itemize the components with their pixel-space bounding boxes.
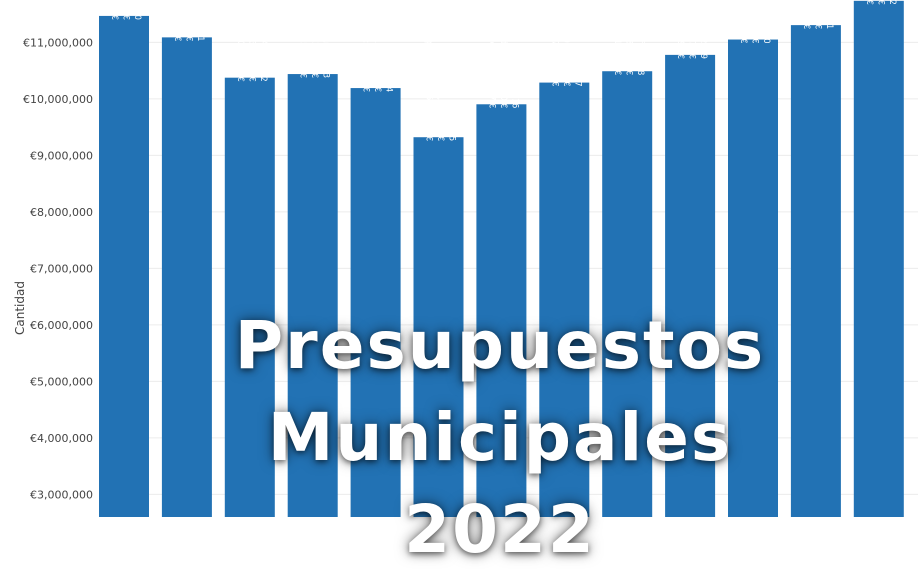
bar-group[interactable]: Año: 2011Cantidad: 11,088,662 €Coste por… xyxy=(161,0,212,517)
y-tick-label: €11,000,000 xyxy=(23,36,93,49)
bar-data-label: Año: 2013 xyxy=(321,37,331,79)
bar-data-label: Cantidad: 10,489,370 € xyxy=(624,0,634,75)
bar-2021[interactable] xyxy=(790,25,841,517)
bar-data-label: Coste por persona: 854,5863 € xyxy=(801,0,811,29)
y-tick-label: €4,000,000 xyxy=(30,432,93,445)
bar-data-label: Año: 2020 xyxy=(761,2,771,44)
bar-data-label: Cantidad: 10,439,330 € xyxy=(309,0,319,78)
bar-data-label: Coste por persona: 700,0776 € xyxy=(235,0,245,82)
bar-group[interactable]: Año: 2010Cantidad: 11,468,167 €Coste por… xyxy=(99,0,149,517)
bar-data-label: Coste por persona: 747,5370 € xyxy=(549,0,559,87)
y-tick-label: €3,000,000 xyxy=(30,488,93,501)
bar-group[interactable]: Año: 2022Cantidad: 11,735,500 €Coste por… xyxy=(853,0,904,517)
bar-data-label: Año: 2021 xyxy=(824,0,834,29)
bar-2015[interactable] xyxy=(413,137,464,517)
bar-data-label: Coste por persona: 708,3727 € xyxy=(361,0,371,92)
bar-data-label: Año: 2014 xyxy=(384,51,394,93)
bar-data-label: Cantidad: 11,305,322 € xyxy=(812,0,822,29)
bar-data-label: Coste por persona: 659,8824 € xyxy=(424,15,434,141)
bar-2011[interactable] xyxy=(161,37,212,517)
y-tick-label: €5,000,000 xyxy=(30,375,93,388)
y-axis-label: Cantidad xyxy=(13,281,27,335)
y-axis-ticks: €3,000,000 €4,000,000 €5,000,000 €6,000,000… xyxy=(23,36,93,501)
bar-data-label: Año: 2011 xyxy=(195,0,205,41)
bar-data-label: Año: 2017 xyxy=(572,45,582,87)
bar-2019[interactable] xyxy=(665,54,716,517)
bar-data-label: Cantidad: 9,321,499 € xyxy=(435,51,445,142)
bar-2018[interactable] xyxy=(602,71,653,517)
bar-data-label: Coste por persona: 887,1041 € xyxy=(864,0,874,5)
bar-data-label: Cantidad: 11,468,167 € xyxy=(121,0,131,20)
y-tick-label: €7,000,000 xyxy=(30,262,93,275)
y-tick-label: €10,000,000 xyxy=(23,93,93,106)
bar-data-label: Coste por persona: 740,6267 € xyxy=(172,0,182,41)
bar-data-label: Año: 2022 xyxy=(887,0,897,5)
bar-data-label: Cantidad: 10,191,358 € xyxy=(372,0,382,92)
bar-2010[interactable] xyxy=(99,15,149,517)
y-tick-label: €6,000,000 xyxy=(30,319,93,332)
bars: Año: 2010Cantidad: 11,468,167 €Coste por… xyxy=(99,0,904,517)
bar-2014[interactable] xyxy=(350,88,401,517)
bar-2016[interactable] xyxy=(476,104,527,517)
bar-data-label: Coste por persona: 771,4474 € xyxy=(612,0,622,75)
bar-data-label: Cantidad: 11,088,662 € xyxy=(183,0,193,41)
bar-data-label: Cantidad: 11,735,500 € xyxy=(875,0,885,5)
bar-2013[interactable] xyxy=(287,74,338,517)
bar-group[interactable]: Año: 2020Cantidad: 11,050,228 €Coste por… xyxy=(728,0,778,517)
bar-data-label: Coste por persona: 830,0952 € xyxy=(738,0,748,44)
bar-data-label: Año: 2012 xyxy=(258,40,268,82)
bar-group[interactable]: Año: 2021Cantidad: 11,305,322 €Coste por… xyxy=(790,0,841,517)
bar-2017[interactable] xyxy=(539,82,590,517)
bar-2020[interactable] xyxy=(728,39,778,517)
bar-data-label: Cantidad: 10,778,675 € xyxy=(687,0,697,59)
bar-data-label: Año: 2015 xyxy=(447,100,457,142)
y-tick-label: €8,000,000 xyxy=(30,206,93,219)
y-tick-label: €9,000,000 xyxy=(30,149,93,162)
bar-chart: €3,000,000 €4,000,000 €5,000,000 €6,000,000… xyxy=(13,0,918,517)
bar-data-label: Coste por persona: 803,5592 € xyxy=(675,0,685,59)
bar-2022[interactable] xyxy=(853,0,904,517)
bar-data-label: Coste por persona: 710,0437 € xyxy=(486,0,496,108)
bar-data-label: Coste por persona: 762,1057 € xyxy=(109,0,119,20)
bar-data-label: Cantidad: 10,375,151 € xyxy=(246,0,256,82)
bar-data-label: Coste por persona: 715,3166 € xyxy=(298,0,308,78)
bar-data-label: Cantidad: 9,904,400 € xyxy=(498,18,508,109)
bar-data-label: Año: 2018 xyxy=(635,34,645,76)
bar-data-label: Año: 2016 xyxy=(509,67,519,109)
bar-2012[interactable] xyxy=(224,77,275,517)
bar-data-label: Cantidad: 10,288,352 € xyxy=(561,0,571,87)
bar-data-label: Año: 2010 xyxy=(132,0,142,20)
bar-data-label: Cantidad: 11,050,228 € xyxy=(750,0,760,44)
bar-data-label: Año: 2019 xyxy=(698,17,708,59)
